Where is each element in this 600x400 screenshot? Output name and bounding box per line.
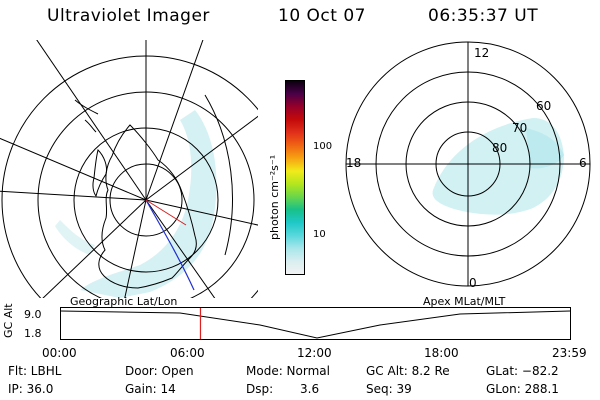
mlt-label-6: 6 — [579, 156, 587, 170]
mlat-label-80: 80 — [492, 141, 508, 155]
status-glat: GLat: −82.2 — [486, 364, 559, 378]
status-gc-alt: GC Alt: 8.2 Re — [366, 364, 450, 378]
timeline-y-max: 9.0 — [24, 308, 42, 321]
timeline-tick-1200: 12:00 — [297, 346, 332, 360]
status-seq: Seq: 39 — [366, 382, 412, 396]
color-scale-bar — [285, 80, 305, 275]
timeline-tick-0600: 06:00 — [170, 346, 205, 360]
status-ip: IP: 36.0 — [8, 382, 54, 396]
timeline-axis-label: GC Alt — [2, 303, 15, 338]
mlat-label-70: 70 — [512, 121, 528, 135]
colorbar-tick-100: 100 — [313, 141, 333, 152]
altitude-timeline — [60, 307, 571, 340]
timeline-tick-2359: 23:59 — [552, 346, 587, 360]
status-dsp-value: 3.6 — [300, 382, 320, 396]
instrument-title: Ultraviolet Imager — [47, 6, 210, 26]
auroral-emission — [80, 110, 217, 298]
status-mode: Mode: Normal — [246, 364, 330, 378]
antarctica-coastline — [98, 124, 197, 289]
image-date: 10 Oct 07 — [278, 6, 366, 26]
geographic-map-panel — [0, 40, 258, 298]
status-door: Door: Open — [125, 364, 194, 378]
colorbar-units: photon cm⁻²s⁻¹ — [268, 154, 281, 240]
geographic-panel-label: Geographic Lat/Lon — [70, 295, 178, 308]
timeline-tick-0000: 00:00 — [42, 346, 77, 360]
magnetic-panel-label: Apex MLat/MLT — [423, 295, 506, 308]
colorbar-tick-10: 10 — [313, 229, 326, 240]
magnetic-polar-panel — [345, 41, 591, 287]
image-time: 06:35:37 UT — [428, 6, 539, 26]
mlat-label-60: 60 — [536, 99, 552, 113]
timeline-tick-1800: 18:00 — [424, 346, 459, 360]
status-dsp-label: Dsp: — [246, 382, 274, 396]
status-filter: Flt: LBHL — [8, 364, 62, 378]
mlt-label-0: 0 — [469, 276, 477, 290]
status-gain: Gain: 14 — [125, 382, 176, 396]
status-glon: GLon: 288.1 — [486, 382, 559, 396]
timeline-y-min: 1.8 — [24, 327, 42, 340]
mlt-label-12: 12 — [474, 46, 490, 60]
mlt-label-18: 18 — [346, 156, 362, 170]
